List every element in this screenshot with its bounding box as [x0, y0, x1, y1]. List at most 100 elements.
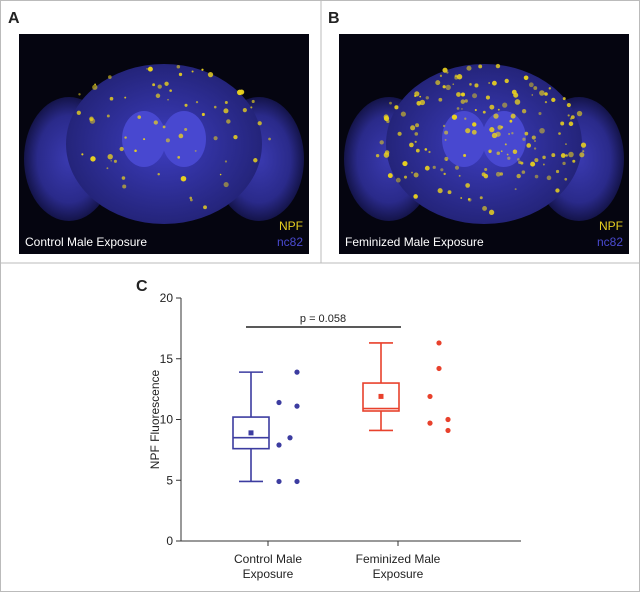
- npf-signal: [504, 78, 509, 84]
- npf-signal: [226, 119, 231, 124]
- npf-signal: [517, 158, 520, 161]
- npf-signal: [383, 115, 390, 122]
- npf-signal: [242, 108, 247, 113]
- npf-signal: [177, 156, 181, 159]
- npf-signal: [565, 143, 567, 145]
- npf-signal: [92, 84, 98, 90]
- npf-signal: [121, 176, 126, 180]
- npf-signal: [485, 95, 490, 100]
- legend-npf: NPF: [599, 219, 623, 233]
- p-value: p = 0.058: [300, 313, 346, 325]
- npf-signal: [534, 140, 536, 142]
- npf-signal: [124, 136, 127, 139]
- npf-signal: [560, 121, 565, 126]
- data-point: [436, 365, 442, 372]
- npf-signal: [440, 168, 444, 172]
- npf-signal: [397, 131, 402, 136]
- neuropil: [482, 111, 526, 167]
- npf-signal: [469, 83, 472, 86]
- npf-signal: [466, 65, 472, 71]
- npf-signal: [153, 120, 158, 125]
- npf-signal: [488, 150, 492, 154]
- npf-signal: [233, 135, 238, 140]
- npf-signal: [165, 138, 170, 143]
- npf-signal: [155, 93, 161, 99]
- npf-signal: [576, 110, 583, 117]
- npf-signal: [180, 175, 187, 182]
- npf-signal: [454, 165, 460, 170]
- npf-signal: [152, 83, 156, 87]
- npf-signal: [162, 125, 166, 129]
- data-point: [287, 435, 293, 441]
- data-point: [445, 416, 451, 423]
- npf-signal: [213, 105, 217, 109]
- npf-signal: [375, 153, 380, 158]
- npf-signal: [546, 175, 552, 181]
- npf-signal: [484, 167, 488, 172]
- npf-signal: [224, 160, 228, 163]
- npf-signal: [497, 108, 500, 111]
- npf-signal: [108, 75, 112, 79]
- y-tick-label: 0: [166, 534, 173, 548]
- box: [362, 382, 400, 412]
- caption: Control Male Exposure: [25, 235, 147, 249]
- npf-signal: [493, 113, 499, 119]
- npf-signal: [472, 122, 477, 127]
- npf-signal: [534, 158, 539, 163]
- mean: [378, 393, 384, 399]
- npf-signal: [415, 148, 420, 153]
- npf-signal: [572, 159, 576, 163]
- npf-signal: [513, 149, 516, 152]
- npf-signal: [76, 110, 81, 115]
- npf-signal: [184, 103, 188, 107]
- panel-label: A: [8, 10, 20, 27]
- npf-signal: [89, 118, 96, 124]
- npf-signal: [522, 137, 526, 141]
- npf-signal: [528, 82, 534, 88]
- npf-signal: [236, 89, 243, 96]
- npf-signal: [472, 93, 478, 99]
- npf-signal: [194, 149, 197, 152]
- npf-signal: [106, 114, 110, 118]
- panel-label: B: [328, 10, 340, 27]
- npf-signal: [442, 85, 446, 89]
- npf-signal: [500, 150, 503, 152]
- npf-signal: [514, 99, 521, 105]
- data-point: [445, 427, 451, 434]
- npf-signal: [565, 154, 568, 157]
- npf-signal: [106, 167, 109, 170]
- npf-signal: [489, 104, 495, 110]
- npf-signal: [509, 119, 513, 123]
- npf-signal: [169, 89, 172, 92]
- npf-signal: [464, 99, 468, 103]
- npf-signal: [438, 97, 443, 102]
- npf-signal: [445, 159, 448, 161]
- npf-signal: [499, 172, 504, 176]
- npf-signal: [189, 198, 193, 202]
- data-point: [294, 369, 300, 375]
- npf-signal: [189, 196, 193, 200]
- data-point: [436, 340, 442, 346]
- npf-signal: [213, 136, 218, 141]
- npf-signal: [488, 209, 495, 215]
- npf-signal: [432, 165, 436, 169]
- data-point: [294, 403, 300, 409]
- legend-nc82: nc82: [277, 235, 303, 249]
- npf-signal: [582, 150, 585, 153]
- npf-signal: [539, 127, 545, 134]
- npf-signal: [444, 156, 449, 161]
- npf-signal: [395, 177, 401, 183]
- npf-signal: [122, 184, 127, 189]
- npf-signal: [167, 98, 169, 101]
- npf-signal: [538, 111, 542, 116]
- y-tick-label: 10: [160, 413, 174, 427]
- npf-signal: [383, 152, 390, 158]
- npf-signal: [504, 143, 507, 146]
- npf-signal: [482, 110, 486, 114]
- npf-signal: [113, 159, 117, 163]
- npf-signal: [251, 99, 255, 104]
- npf-signal: [460, 197, 463, 199]
- npf-signal: [483, 173, 489, 179]
- data-point: [294, 478, 300, 485]
- npf-signal: [560, 153, 566, 158]
